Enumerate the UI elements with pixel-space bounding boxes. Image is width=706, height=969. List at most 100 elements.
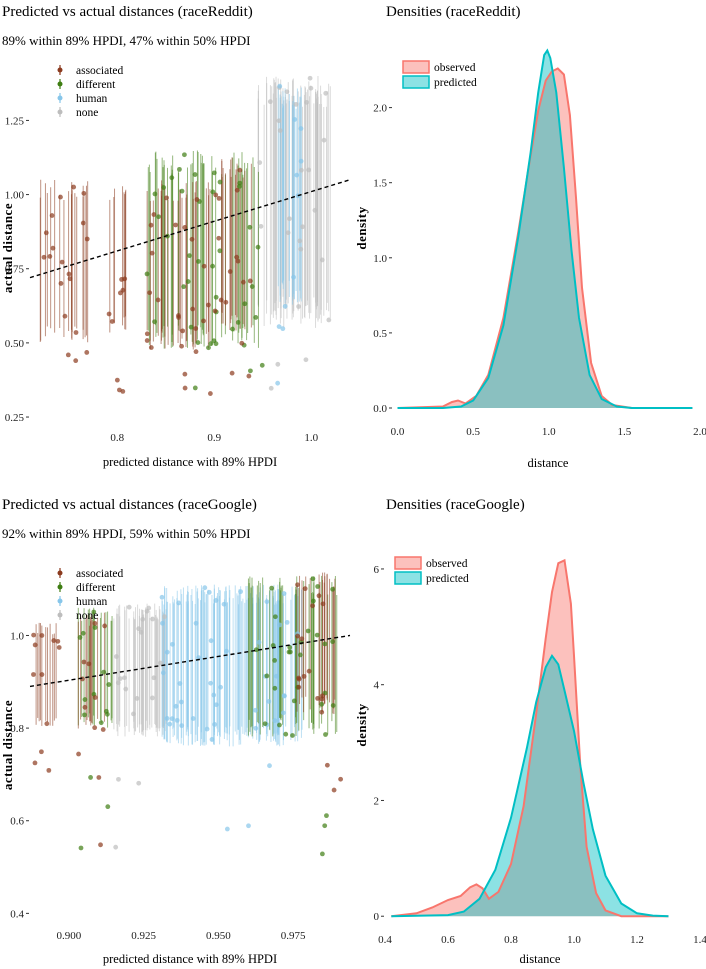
different-point <box>324 813 329 819</box>
associated-point <box>247 278 253 284</box>
associated-point <box>47 253 53 259</box>
y-tick-label: 0.25 <box>5 412 25 424</box>
different-point <box>315 584 321 589</box>
none-point <box>298 246 304 252</box>
associated-point <box>117 387 122 393</box>
associated-point <box>114 377 120 383</box>
none-point <box>303 357 309 363</box>
human-point <box>280 326 286 332</box>
x-tick-label: 0.4 <box>378 934 392 946</box>
x-tick-label: 0.8 <box>504 934 518 946</box>
panel-scatter-reddit: Predicted vs actual distances (raceReddi… <box>0 4 351 469</box>
x-tick-label: 0.9 <box>207 432 221 444</box>
different-point <box>247 224 253 230</box>
fit-line <box>29 634 351 688</box>
human-point <box>274 673 279 679</box>
different-point <box>77 635 83 640</box>
human-point <box>159 594 165 600</box>
observed-density-fill <box>397 68 693 408</box>
none-point <box>299 167 304 173</box>
associated-point <box>59 259 65 265</box>
different-point <box>80 630 86 636</box>
human-point <box>266 699 272 704</box>
different-point <box>259 362 265 368</box>
different-point <box>144 271 150 277</box>
associated-point <box>218 297 224 303</box>
different-point <box>255 244 261 250</box>
legend-label: observed <box>434 62 476 74</box>
none-point <box>257 160 263 166</box>
y-tick-label: 0.50 <box>5 338 25 350</box>
associated-point <box>213 192 219 198</box>
x-tick-label: 0.975 <box>281 930 306 942</box>
none-point <box>284 89 290 95</box>
x-tick-label: 0.6 <box>441 934 455 946</box>
associated-point <box>319 709 325 715</box>
different-point <box>248 368 253 374</box>
different-point <box>249 284 255 289</box>
human-point <box>294 172 300 178</box>
human-point <box>202 585 208 591</box>
x-tick-label: 0.900 <box>57 930 82 942</box>
associated-point <box>43 230 49 236</box>
none-point <box>114 654 119 659</box>
human-point <box>253 725 259 731</box>
human-point <box>275 380 281 386</box>
different-point <box>156 214 161 220</box>
different-point <box>310 576 316 582</box>
associated-point <box>65 352 71 358</box>
associated-point <box>92 725 98 731</box>
human-point <box>282 693 287 699</box>
associated-point <box>80 220 86 226</box>
associated-point <box>56 645 62 650</box>
legend-key-dot <box>57 584 63 590</box>
different-point <box>270 643 276 648</box>
associated-point <box>92 695 98 700</box>
associated-point <box>39 749 44 755</box>
human-point <box>164 649 170 655</box>
human-point <box>218 684 223 690</box>
different-point <box>298 652 303 658</box>
human-point <box>298 126 304 131</box>
none-point <box>146 605 152 611</box>
associated-point <box>306 668 312 674</box>
associated-point <box>299 636 305 642</box>
different-point <box>106 682 112 687</box>
human-point <box>178 699 184 705</box>
different-point <box>230 326 235 332</box>
human-point <box>224 648 229 654</box>
different-point <box>182 152 187 158</box>
x-tick-label: 2.0 <box>693 426 706 438</box>
x-axis-label: distance <box>520 952 561 966</box>
different-point <box>101 669 107 675</box>
associated-point <box>149 250 155 256</box>
associated-point <box>216 235 222 241</box>
panel-density-reddit: Densities (raceReddit) 0.0 0.5 1.0 1.5 2.0 0… <box>354 4 706 470</box>
none-point <box>287 216 292 222</box>
associated-point <box>182 385 188 391</box>
different-point <box>103 708 109 714</box>
x-tick-label: 0.5 <box>466 426 480 438</box>
human-point <box>170 641 175 647</box>
none-point <box>308 85 314 91</box>
associated-point <box>246 373 252 379</box>
none-point <box>307 75 313 81</box>
legend-label: different <box>76 582 116 594</box>
scatter-points <box>31 576 344 857</box>
none-point <box>116 776 121 782</box>
legend-label: human <box>76 93 108 105</box>
legend-label: human <box>76 596 108 608</box>
different-point <box>82 697 88 702</box>
observed-density-line <box>391 558 669 918</box>
associated-point <box>237 167 243 173</box>
predicted-density-fill <box>397 50 693 408</box>
associated-point <box>151 212 157 217</box>
associated-point <box>310 603 316 609</box>
different-point <box>206 345 211 351</box>
associated-point <box>212 308 218 314</box>
x-tick-label: 1.4 <box>693 934 706 946</box>
different-point <box>330 639 336 645</box>
y-tick-label: 2.0 <box>373 103 387 115</box>
different-point <box>161 185 167 190</box>
none-point <box>326 317 332 323</box>
